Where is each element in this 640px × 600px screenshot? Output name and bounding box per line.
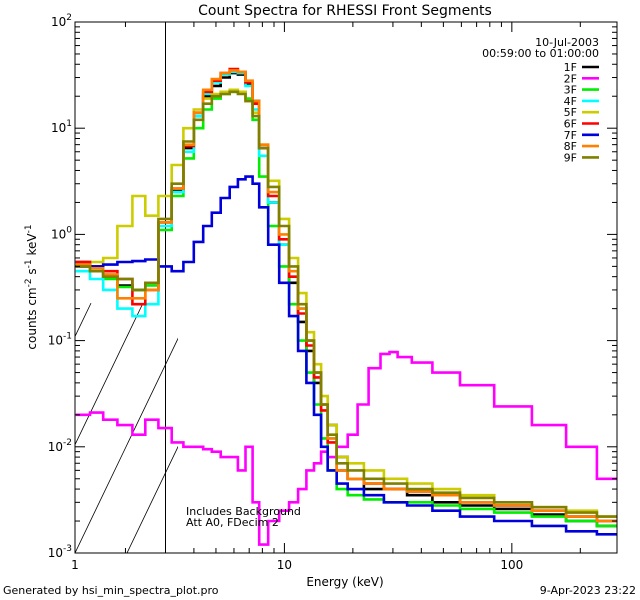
y-tick-label: 101 [51,119,72,135]
y-tick-exponent: -1 [63,332,72,342]
legend-label: 8F [564,140,577,153]
x-tick-label: 100 [500,558,523,572]
y-axis-label: counts cm-2 s-1 keV-1 [24,224,39,349]
y-tick-exponent: 0 [66,225,72,235]
x-axis: 1 10 100 [71,22,581,572]
y-tick-mantissa: 10 [48,546,63,560]
series-4f-line [75,70,617,523]
y-label-kev: keV [25,233,39,260]
x-tick-label: 1 [71,558,79,572]
y-tick-exponent: -3 [63,544,72,554]
legend-label: 4F [564,95,577,108]
hatch-line [335,303,455,553]
hatch-line [126,445,178,553]
plot-frame [74,21,618,554]
y-tick-exponent: 2 [66,13,72,23]
legend-label: 1F [564,61,577,74]
y-tick-label: 102 [51,13,72,29]
hatch-line [75,337,178,553]
y-tick-mantissa: 10 [48,440,63,454]
chart-title: Count Spectra for RHESSI Front Segments [198,3,492,19]
y-tick-mantissa: 10 [48,334,63,348]
legend-label: 6F [564,118,577,131]
attenuator-hatch-region [75,302,455,553]
series-7f-line [75,175,617,536]
y-tick-exponent: -2 [63,438,72,448]
series-layer [75,67,617,546]
legend-label: 3F [564,84,577,97]
legend-label: 2F [564,72,577,85]
legend-label: 9F [564,151,577,164]
footer-generator: Generated by hsi_min_spectra_plot.pro [3,584,219,597]
annotation-background: Includes Background [186,505,301,518]
y-label-exp-kev: -1 [24,224,34,233]
legend-label: 7F [564,129,577,142]
y-tick-label: 10-1 [48,332,72,348]
series-3f-line [75,90,617,528]
y-tick-label: 10-3 [48,544,72,560]
y-label-counts: counts cm [25,287,39,349]
footer-timestamp: 9-Apr-2023 23:22 [539,584,636,597]
time-range-label: 00:59:00 to 01:00:00 [482,47,599,60]
x-tick-label: 10 [277,558,292,572]
y-label-exp-cm: -2 [24,278,34,287]
y-tick-mantissa: 10 [51,15,66,29]
hatch-line [75,302,144,446]
date-label: 10-Jul-2003 [535,36,599,49]
y-label-s: s [25,268,39,278]
info-block: 10-Jul-2003 00:59:00 to 01:00:00 [482,36,599,60]
series-9f-line [75,90,617,518]
annotation-attenuator: Att A0, FDecim 2 [186,516,279,529]
y-tick-mantissa: 10 [51,227,66,241]
series-2f-line [75,350,617,546]
y-tick-label: 10-2 [48,438,72,454]
y-tick-label: 100 [51,225,72,241]
series-5f-line [75,88,617,518]
y-label-exp-s: -1 [24,259,34,268]
legend-label: 5F [564,106,577,119]
y-tick-mantissa: 10 [51,121,66,135]
x-axis-label: Energy (keV) [306,575,383,589]
annotations: Includes Background Att A0, FDecim 2 [186,505,301,529]
y-tick-exponent: 1 [66,119,72,129]
